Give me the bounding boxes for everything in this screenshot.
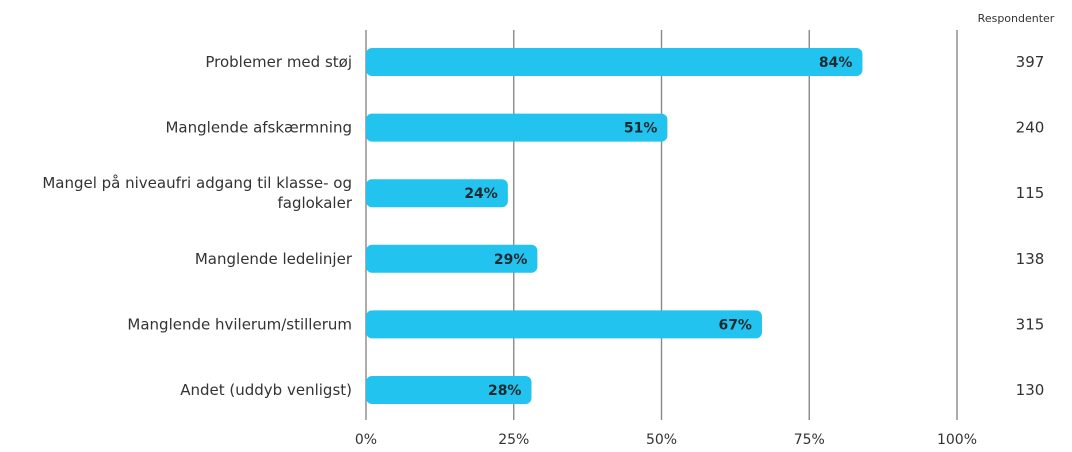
bars: 84% 51% 24% 29% 67% 28%	[366, 48, 863, 404]
category-label: Manglende ledelinjer	[195, 250, 353, 268]
category-label-line: Problemer med støj	[205, 53, 352, 71]
category-label: Mangel på niveaufri adgang til klasse- o…	[42, 174, 352, 212]
category-label: Manglende afskærmning	[165, 119, 352, 137]
category-label-line: faglokaler	[277, 194, 352, 212]
respondent-count: 138	[1016, 250, 1045, 268]
bar-value-label: 84%	[819, 55, 853, 71]
respondent-count: 115	[1016, 184, 1045, 202]
bar	[366, 48, 863, 76]
bar	[366, 179, 508, 208]
respondent-count: 240	[1016, 119, 1045, 137]
x-tick-label: 100%	[937, 432, 977, 448]
category-label-line: Mangel på niveaufri adgang til klasse- o…	[42, 174, 352, 192]
gridlines	[365, 30, 958, 420]
respondents-header: Respondenter	[978, 12, 1055, 25]
category-label: Manglende hvilerum/stillerum	[127, 315, 352, 333]
x-tick-label: 25%	[498, 432, 529, 448]
category-label-line: Manglende hvilerum/stillerum	[127, 315, 352, 333]
category-label-line: Manglende ledelinjer	[195, 250, 353, 268]
bar	[366, 310, 762, 339]
respondents-column: Respondenter 397 240 115 138 315 130	[978, 12, 1055, 399]
category-label: Andet (uddyb venligst)	[180, 381, 352, 399]
respondent-count: 315	[1016, 315, 1045, 333]
x-tick-label: 50%	[646, 432, 677, 448]
category-label-line: Andet (uddyb venligst)	[180, 381, 352, 399]
bar-value-label: 51%	[624, 121, 658, 137]
respondent-count: 130	[1016, 381, 1045, 399]
category-label: Problemer med støj	[205, 53, 352, 71]
bar	[366, 376, 532, 404]
bar	[366, 113, 668, 142]
respondent-count: 397	[1016, 53, 1045, 71]
x-tick-label: 75%	[794, 432, 825, 448]
x-tick-label: 0%	[355, 432, 377, 448]
bar-value-label: 67%	[718, 317, 752, 333]
category-labels: Problemer med støj Manglende afskærmning M…	[42, 53, 352, 399]
x-axis-tick-labels: 0% 25% 50% 75% 100%	[355, 432, 977, 448]
bar	[366, 244, 538, 273]
bar-value-label: 28%	[488, 383, 522, 399]
bar-value-label: 24%	[464, 186, 498, 202]
bar-value-label: 29%	[494, 252, 528, 268]
category-label-line: Manglende afskærmning	[165, 119, 352, 137]
